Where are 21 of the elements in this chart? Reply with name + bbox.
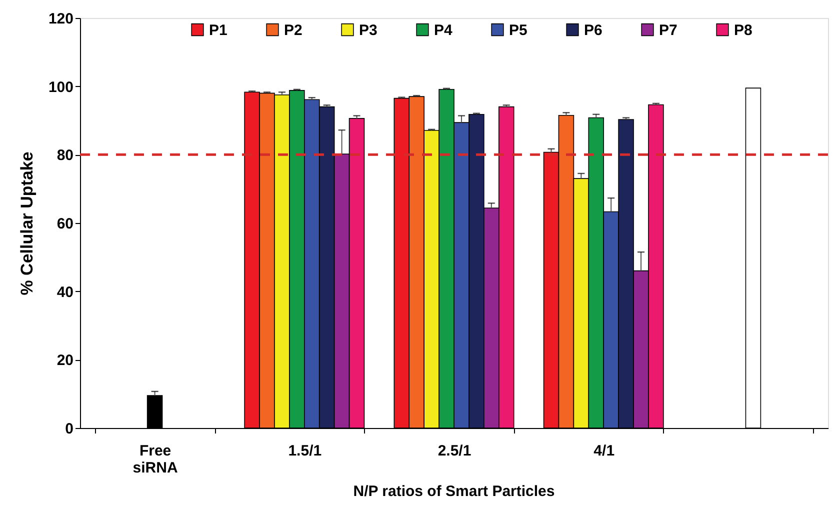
y-tick-label: 100 [48, 78, 74, 96]
legend-label: P6 [584, 22, 602, 39]
legend-label: P5 [509, 22, 528, 39]
y-axis-title: % Cellular Uptake [17, 152, 36, 296]
x-tick-label: 1.5/1 [288, 442, 322, 460]
legend-label: P4 [434, 22, 454, 39]
x-tick-label: 4/1 [594, 442, 615, 460]
y-tick-label: 40 [56, 284, 74, 301]
y-tick-label: 120 [48, 10, 74, 28]
legend-label: P1 [209, 22, 228, 39]
x-tick-label: 2.5/1 [438, 442, 472, 460]
legend-label: P3 [359, 22, 378, 39]
legend-label: P8 [734, 22, 752, 39]
legend-label: P2 [284, 22, 302, 39]
text: N/P ratios of Smart Particles [353, 483, 555, 500]
y-tick-label: 60 [56, 216, 74, 232]
x-tick-label: Free siRNA [132, 442, 178, 476]
y-tick-label: 20 [56, 352, 74, 370]
y-tick-label: 80 [56, 147, 74, 164]
legend-label: P7 [659, 22, 678, 39]
y-tick-label: 0 [65, 420, 74, 438]
